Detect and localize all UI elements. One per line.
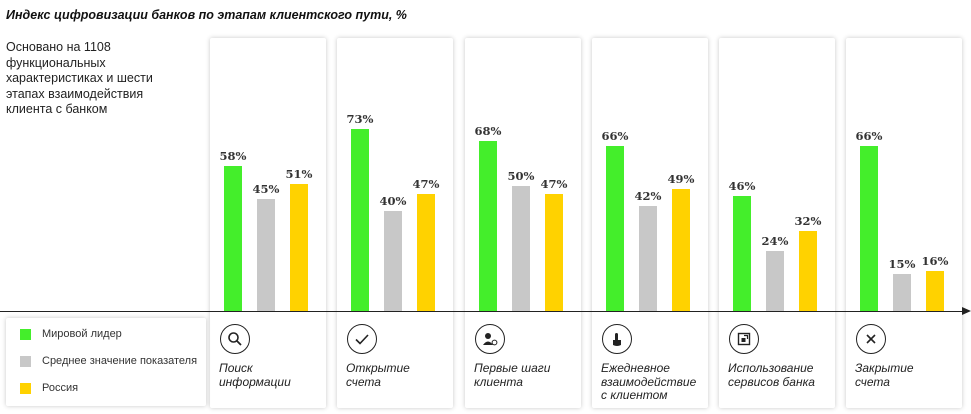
category-label-line: Поиск: [219, 361, 253, 375]
bar-russia-1: [290, 183, 308, 311]
bar-average-4: [639, 206, 657, 311]
legend-item-russia: Россия: [20, 382, 78, 394]
x-axis-line: [0, 306, 971, 315]
legend-item-leader: Мировой лидер: [20, 328, 122, 340]
category-label-line: Ежедневное: [601, 361, 670, 375]
bar-leader-2: [351, 128, 369, 311]
data-label-average-6: 15%: [888, 256, 916, 271]
touch-icon: [602, 324, 632, 354]
category-label-1: Поиск информации: [219, 361, 331, 389]
data-label-leader-4: 66%: [601, 129, 629, 143]
bar-leader-1: [224, 166, 242, 311]
category-label-line: Использование: [728, 361, 814, 375]
category-label-line: клиента: [474, 374, 523, 389]
data-label-leader-2: 73%: [346, 111, 374, 126]
bar-average-1: [257, 198, 275, 311]
check-icon: [347, 324, 377, 354]
bar-leader-6: [860, 146, 878, 311]
legend-swatch-russia: [20, 382, 31, 394]
data-label-russia-1: 51%: [285, 166, 313, 181]
category-label-line: сервисов банка: [728, 374, 815, 389]
bar-russia-2: [417, 193, 435, 311]
bar-average-5: [766, 251, 784, 311]
data-label-leader-6: 66%: [855, 129, 883, 143]
chart-note: Основано на 1108 функциональных характер…: [6, 40, 153, 116]
category-label-line: счета: [855, 374, 890, 389]
legend-item-average: Среднее значение показателя: [20, 355, 197, 367]
data-label-average-5: 24%: [761, 234, 789, 248]
bar-russia-3: [545, 193, 563, 311]
search-icon: [220, 324, 250, 354]
category-label-line: взаимодействие: [601, 374, 697, 389]
legend: Мировой лидер Среднее значение показател…: [6, 318, 206, 406]
category-label-line: Открытие: [346, 361, 410, 375]
category-label-5: Использование сервисов банка: [728, 361, 840, 389]
data-label-leader-3: 68%: [474, 124, 502, 138]
close-icon: [856, 324, 886, 354]
category-label-line: Первые шаги: [474, 361, 551, 375]
category-label-4: Ежедневное взаимодействие с клиентом: [601, 361, 713, 403]
legend-label-average: Среднее значение показателя: [42, 355, 198, 367]
data-label-russia-5: 32%: [794, 214, 822, 228]
data-label-average-2: 40%: [379, 194, 407, 208]
legend-swatch-average: [20, 355, 31, 367]
data-label-average-4: 42%: [634, 189, 662, 203]
bar-russia-6: [926, 271, 944, 311]
data-label-russia-4: 49%: [667, 171, 695, 186]
data-label-russia-6: 16%: [921, 254, 949, 268]
bar-average-3: [512, 186, 530, 311]
data-label-leader-1: 58%: [219, 149, 247, 163]
category-label-6: Закрытие счета: [855, 361, 967, 389]
category-label-line: счета: [346, 374, 381, 389]
bar-russia-5: [799, 231, 817, 311]
bar-leader-3: [479, 141, 497, 311]
data-label-average-1: 45%: [252, 181, 280, 196]
user-icon: [475, 324, 505, 354]
bar-average-6: [893, 273, 911, 311]
data-label-average-3: 50%: [507, 169, 535, 183]
legend-swatch-leader: [20, 328, 31, 340]
category-label-3: Первые шаги клиента: [474, 361, 586, 389]
data-label-russia-2: 47%: [412, 176, 440, 191]
category-label-line: с клиентом: [601, 388, 668, 402]
data-label-russia-3: 47%: [540, 176, 568, 191]
bar-russia-4: [672, 188, 690, 311]
category-label-2: Открытие счета: [346, 361, 458, 389]
bar-leader-5: [733, 196, 751, 311]
app-icon: [729, 324, 759, 354]
category-label-line: Закрытие: [855, 361, 914, 375]
bar-leader-4: [606, 146, 624, 311]
legend-label-leader: Мировой лидер: [42, 328, 122, 340]
bar-average-2: [384, 211, 402, 311]
chart-title: Индекс цифровизации банков по этапам кли…: [6, 8, 407, 22]
data-label-leader-5: 46%: [728, 179, 756, 193]
legend-label-russia: Россия: [42, 382, 79, 394]
category-label-line: информации: [219, 374, 291, 389]
